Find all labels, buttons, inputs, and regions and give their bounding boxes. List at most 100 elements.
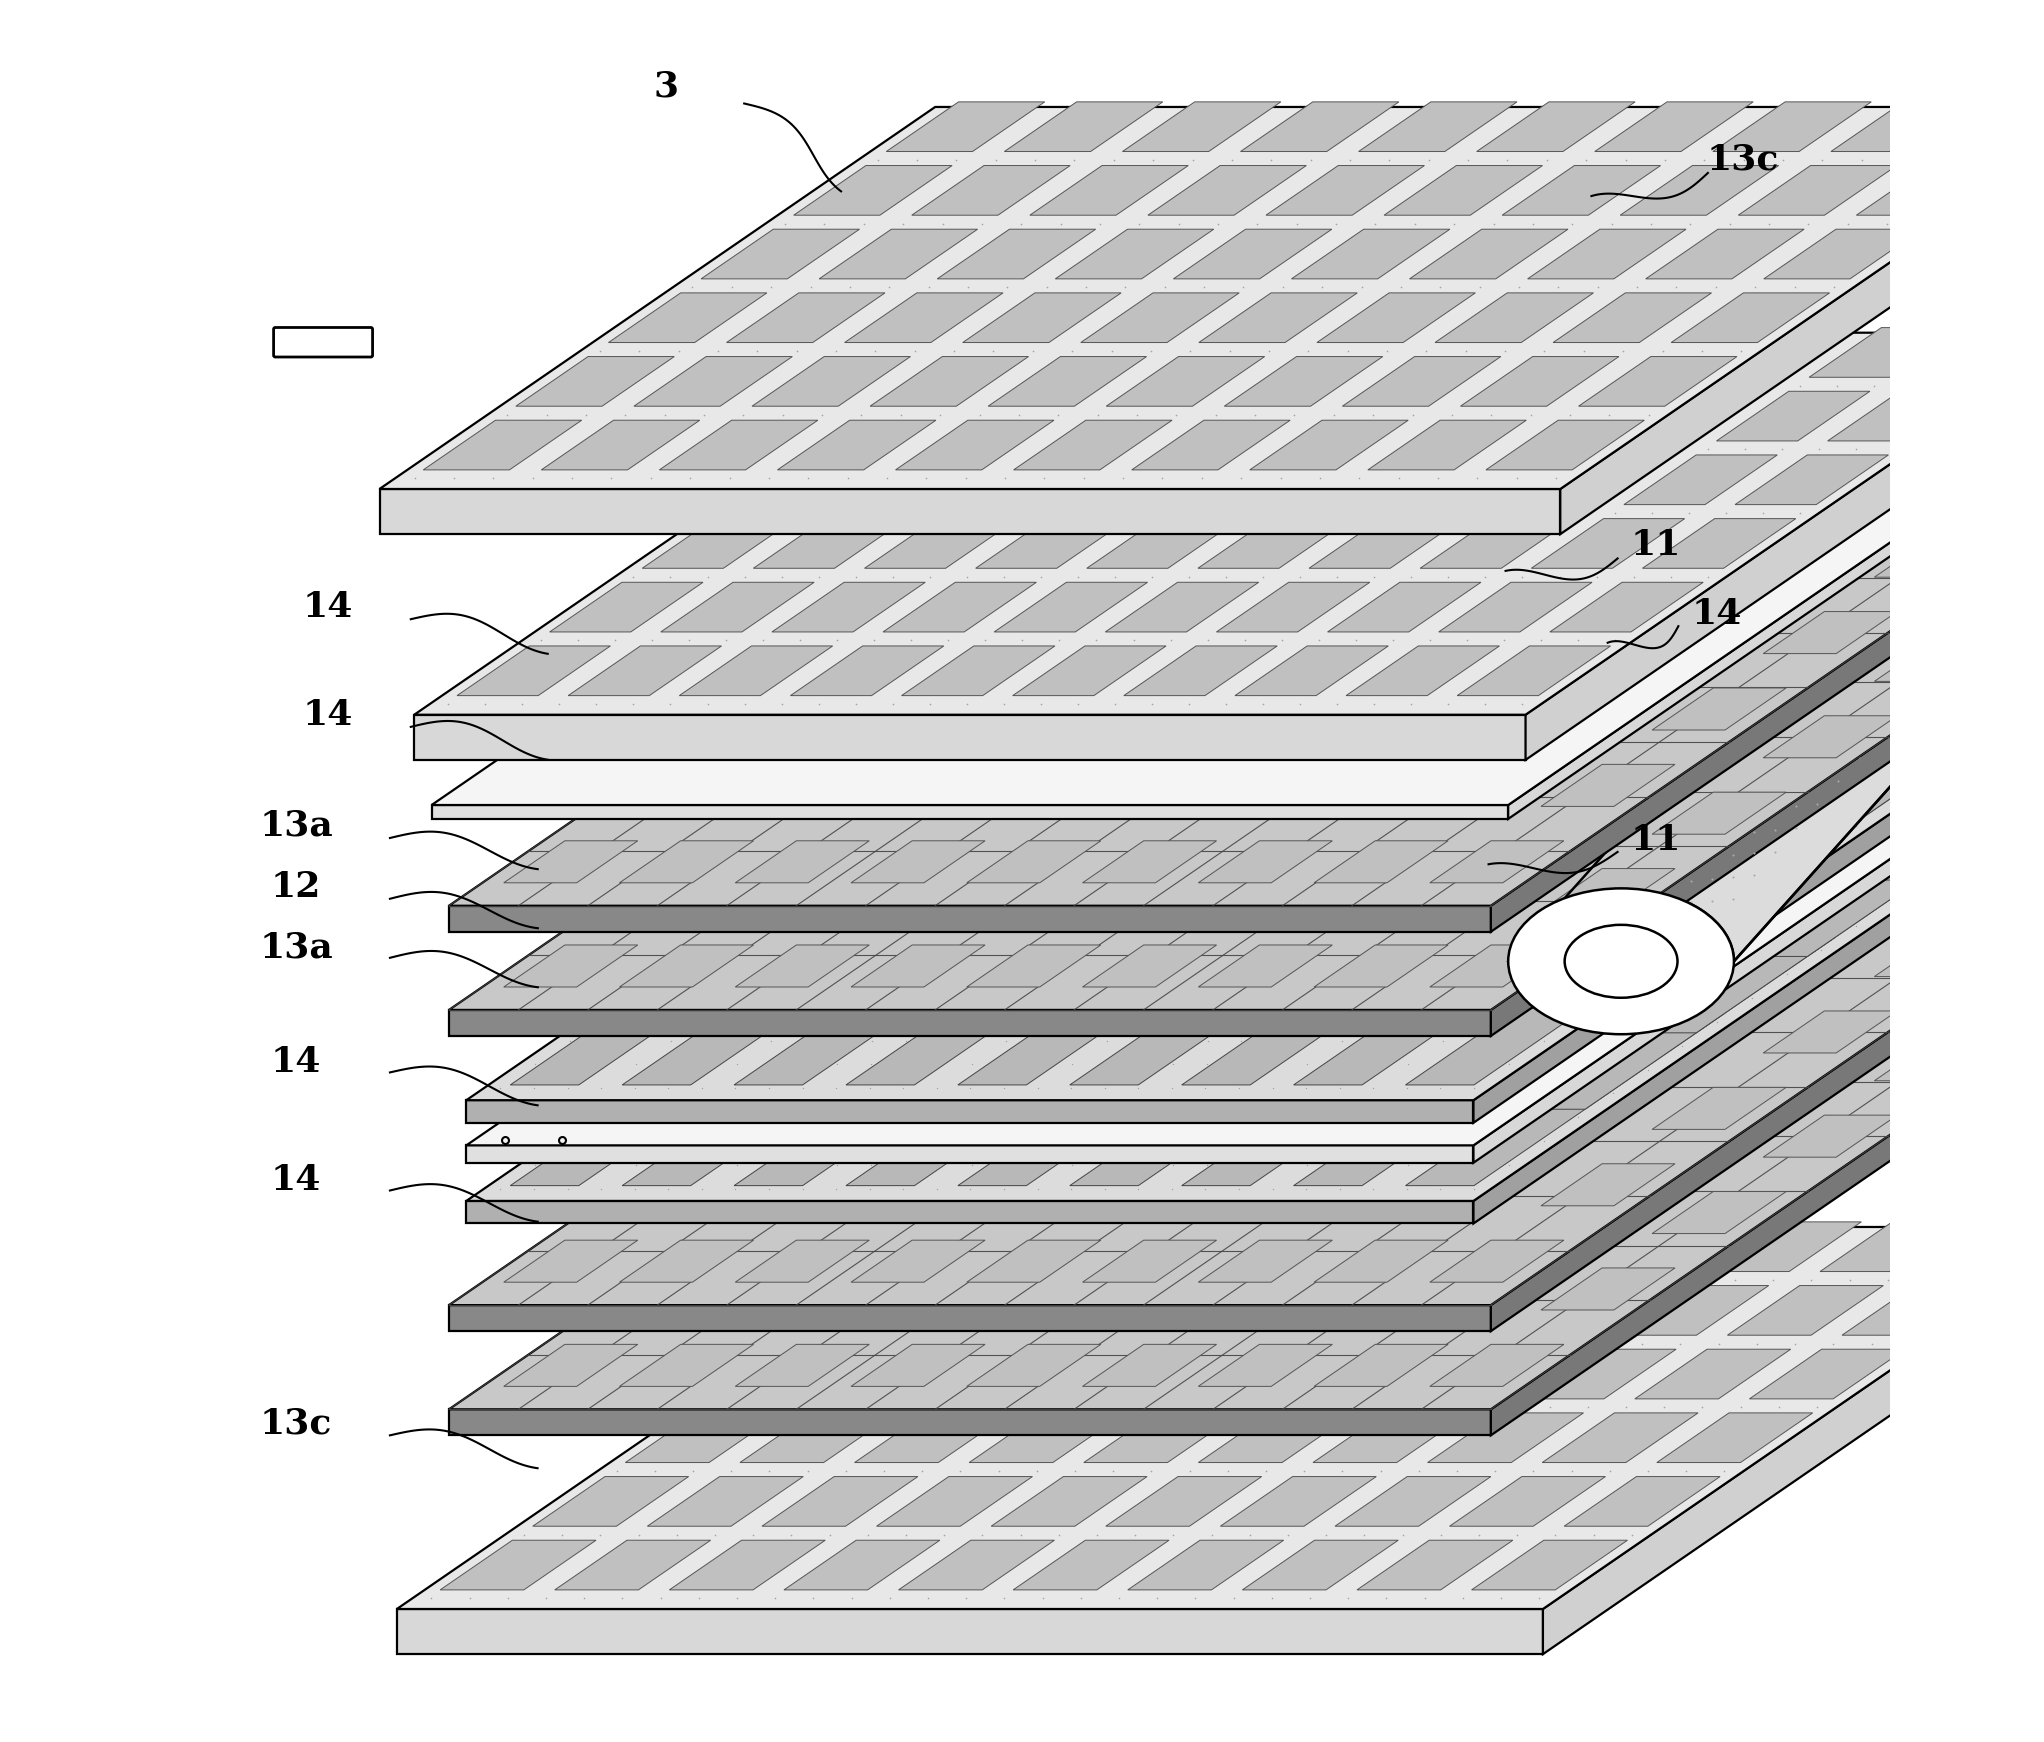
Polygon shape <box>1149 165 1306 216</box>
Polygon shape <box>1553 293 1711 343</box>
Polygon shape <box>1361 1221 1517 1272</box>
Polygon shape <box>1758 934 1893 977</box>
Polygon shape <box>844 861 1163 1033</box>
Polygon shape <box>1083 1345 1216 1387</box>
Polygon shape <box>1498 1286 1654 1334</box>
Polygon shape <box>1030 165 1188 216</box>
Polygon shape <box>1513 455 1666 505</box>
Polygon shape <box>1067 707 1386 880</box>
Polygon shape <box>1190 793 1322 834</box>
Polygon shape <box>1476 101 1635 152</box>
Polygon shape <box>621 913 940 1085</box>
Polygon shape <box>1735 455 1889 505</box>
Polygon shape <box>736 1345 869 1387</box>
Polygon shape <box>1490 1028 2044 1435</box>
Polygon shape <box>948 934 1083 977</box>
Polygon shape <box>740 1413 895 1463</box>
Polygon shape <box>1643 934 1776 977</box>
Polygon shape <box>1304 1087 1439 1129</box>
Polygon shape <box>1292 1350 1447 1399</box>
Polygon shape <box>959 913 1275 1085</box>
Polygon shape <box>1177 1350 1333 1399</box>
Polygon shape <box>1073 1087 1208 1129</box>
Polygon shape <box>726 1192 861 1233</box>
Polygon shape <box>1181 1014 1500 1186</box>
Polygon shape <box>1304 793 1439 834</box>
Polygon shape <box>957 685 1273 855</box>
Polygon shape <box>1067 608 1386 779</box>
Polygon shape <box>959 1014 1275 1186</box>
Polygon shape <box>1919 327 2044 378</box>
Polygon shape <box>1069 716 1202 758</box>
Polygon shape <box>732 861 1051 1033</box>
Polygon shape <box>503 1345 638 1387</box>
Polygon shape <box>1083 841 1216 883</box>
Polygon shape <box>1476 1221 1631 1272</box>
Polygon shape <box>1181 913 1500 1085</box>
Polygon shape <box>1421 519 1574 568</box>
Polygon shape <box>1517 861 1833 1033</box>
Polygon shape <box>1410 934 1545 977</box>
Polygon shape <box>1124 646 1278 695</box>
Polygon shape <box>621 937 940 1110</box>
Polygon shape <box>895 420 1055 470</box>
Polygon shape <box>1439 582 1592 632</box>
Polygon shape <box>1647 716 1782 758</box>
Polygon shape <box>1194 765 1329 807</box>
Polygon shape <box>1461 357 1619 406</box>
Polygon shape <box>1367 420 1527 470</box>
Polygon shape <box>730 1164 865 1205</box>
Polygon shape <box>1541 1268 1674 1310</box>
Polygon shape <box>963 869 1096 911</box>
Polygon shape <box>568 646 722 695</box>
Polygon shape <box>1713 101 1870 152</box>
Polygon shape <box>397 1610 1543 1655</box>
Polygon shape <box>380 490 1560 535</box>
Polygon shape <box>1416 611 1549 653</box>
Polygon shape <box>1183 716 1318 758</box>
Polygon shape <box>619 1345 754 1387</box>
Polygon shape <box>1106 357 1265 406</box>
Polygon shape <box>846 937 1163 1110</box>
Polygon shape <box>1527 230 1686 279</box>
Polygon shape <box>1155 1286 1310 1334</box>
Polygon shape <box>648 1477 803 1526</box>
Polygon shape <box>1081 293 1239 343</box>
Polygon shape <box>1241 101 1398 152</box>
Polygon shape <box>1623 455 1778 505</box>
Text: 11: 11 <box>1631 528 1680 561</box>
Polygon shape <box>621 1014 940 1186</box>
Polygon shape <box>967 944 1102 988</box>
Polygon shape <box>953 1010 1087 1052</box>
Polygon shape <box>1537 1192 1670 1233</box>
Polygon shape <box>1316 293 1476 343</box>
Polygon shape <box>1425 869 1560 911</box>
Polygon shape <box>1314 1240 1447 1282</box>
Polygon shape <box>1310 1268 1443 1310</box>
Polygon shape <box>820 230 977 279</box>
Polygon shape <box>1055 230 1214 279</box>
Polygon shape <box>1087 519 1241 568</box>
Polygon shape <box>1032 327 1186 378</box>
Polygon shape <box>458 646 611 695</box>
Polygon shape <box>752 357 910 406</box>
Polygon shape <box>1083 1413 1239 1463</box>
Text: 3: 3 <box>654 70 679 103</box>
Polygon shape <box>439 1540 597 1590</box>
Polygon shape <box>1179 535 1314 577</box>
Polygon shape <box>1613 1286 1768 1334</box>
Polygon shape <box>1065 535 1198 577</box>
Polygon shape <box>1179 455 1333 505</box>
Polygon shape <box>1300 1115 1435 1157</box>
Polygon shape <box>838 716 971 758</box>
Polygon shape <box>1198 944 1333 988</box>
Polygon shape <box>619 1240 754 1282</box>
Polygon shape <box>726 793 861 834</box>
Polygon shape <box>1406 913 1723 1085</box>
Polygon shape <box>777 420 936 470</box>
Polygon shape <box>1012 646 1165 695</box>
Polygon shape <box>850 1345 985 1387</box>
Polygon shape <box>1194 1268 1329 1310</box>
Polygon shape <box>1410 230 1568 279</box>
Polygon shape <box>609 293 766 343</box>
